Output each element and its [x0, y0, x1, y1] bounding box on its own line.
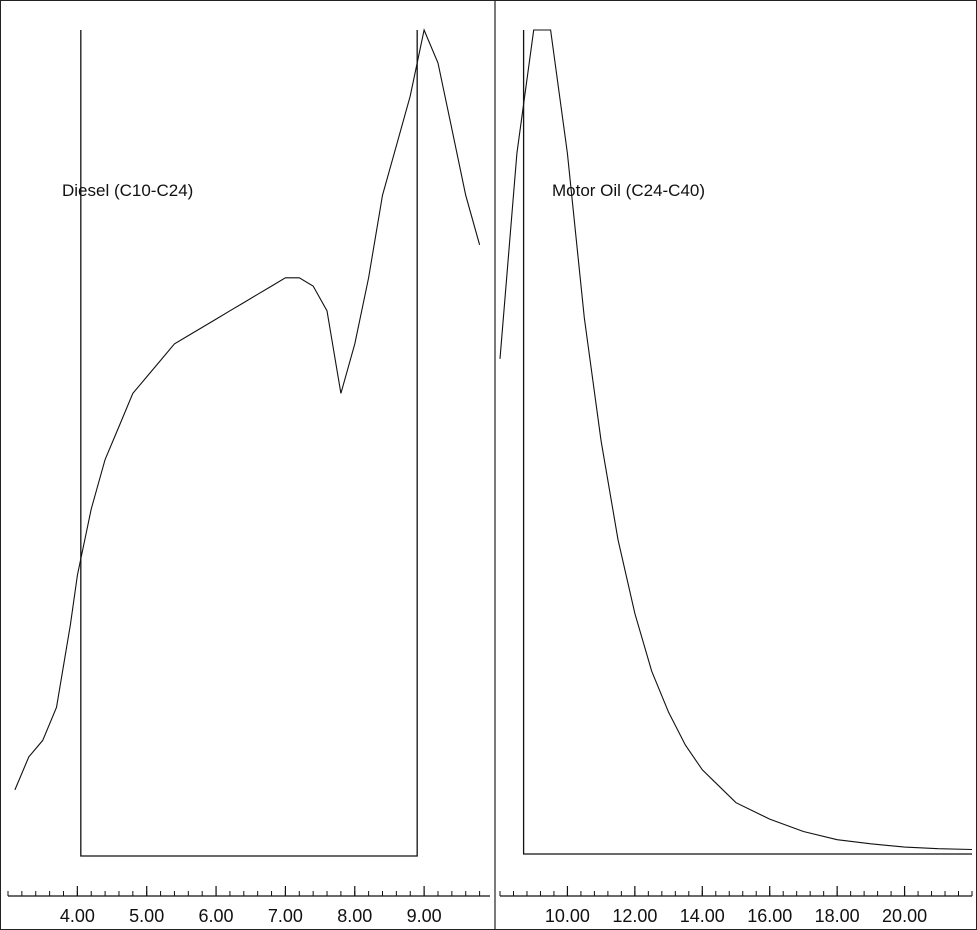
x-tick-label: 6.00 [199, 906, 234, 926]
x-tick-label: 8.00 [337, 906, 372, 926]
chromatogram-trace [499, 29, 973, 851]
series-annotation: Motor Oil (C24-C40) [552, 181, 705, 200]
x-tick-label: 10.00 [545, 906, 590, 926]
x-tick-label: 20.00 [882, 906, 927, 926]
chromatogram-trace [14, 28, 481, 791]
x-tick-label: 9.00 [407, 906, 442, 926]
diesel-panel: 4.00 5.00 6.00 7.00 8.00 9.00 Diesel (C10-C24) [7, 28, 490, 926]
x-tick-label: 12.00 [612, 906, 657, 926]
x-tick-label: 5.00 [129, 906, 164, 926]
integration-window [80, 30, 418, 857]
x-tick-label: 18.00 [815, 906, 860, 926]
integration-window [522, 30, 972, 855]
x-tick-label: 7.00 [268, 906, 303, 926]
series-annotation: Diesel (C10-C24) [62, 181, 193, 200]
x-tick-label: 14.00 [680, 906, 725, 926]
x-tick-label: 16.00 [747, 906, 792, 926]
motor-oil-panel: 10.00 12.00 14.00 16.00 18.00 20.00 Motor Oil … [499, 29, 973, 926]
x-tick-label: 4.00 [60, 906, 95, 926]
